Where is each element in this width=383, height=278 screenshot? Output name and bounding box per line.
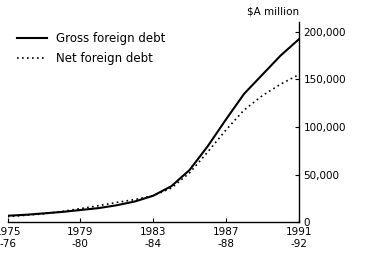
Legend: Gross foreign debt, Net foreign debt: Gross foreign debt, Net foreign debt — [13, 28, 169, 68]
Text: $A million: $A million — [247, 7, 299, 17]
